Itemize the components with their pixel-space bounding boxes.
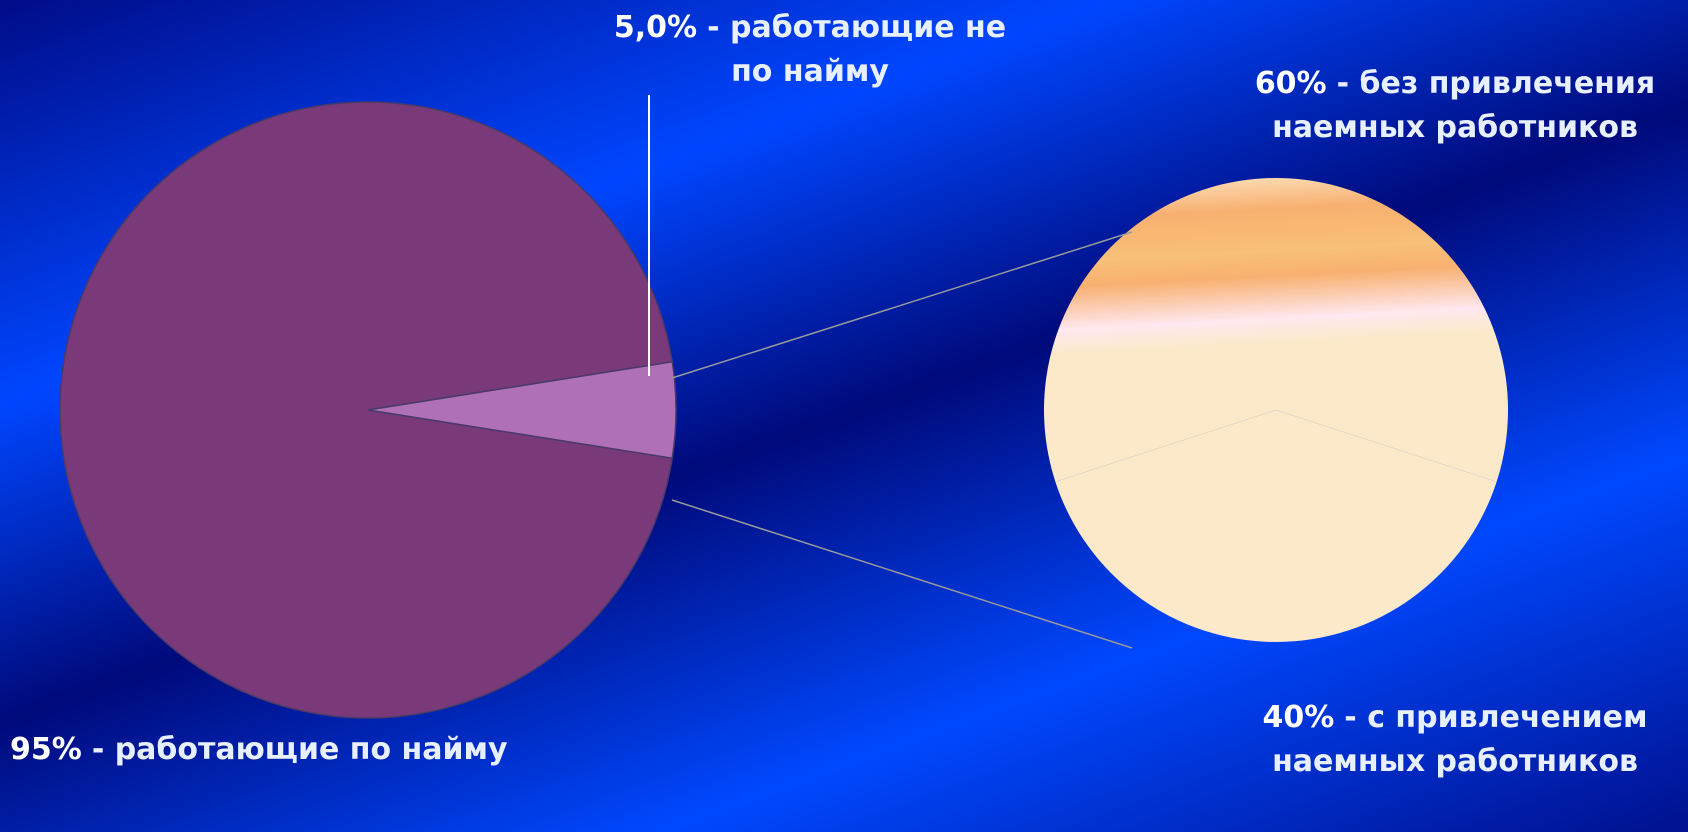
slice-label: 5,0% - работающие не по найму xyxy=(590,6,1030,94)
connector-line xyxy=(671,231,1133,379)
value-label: 60% xyxy=(1254,66,1327,101)
pie-slice xyxy=(59,101,674,719)
pie-slice xyxy=(1044,177,1508,482)
category-label: - без привлечения наемных работников xyxy=(1272,66,1656,145)
slice-label: 40% - с привлечением наемных работников xyxy=(1230,696,1680,784)
category-label: - работающие не по найму xyxy=(707,10,1007,89)
category-label: - работающие по найму xyxy=(91,732,508,767)
slice-label: 60% - без привлечения наемных работников xyxy=(1230,62,1680,150)
category-label: - с привлечением наемных работников xyxy=(1272,700,1648,779)
pie-slice xyxy=(1055,410,1497,642)
value-label: 40% xyxy=(1262,700,1335,735)
slice-label: 95% - работающие по найму xyxy=(10,728,710,772)
connector-line xyxy=(671,499,1133,649)
value-label: 95% xyxy=(10,732,82,767)
pie-slice xyxy=(367,360,677,460)
value-label: 5,0% xyxy=(613,10,698,45)
